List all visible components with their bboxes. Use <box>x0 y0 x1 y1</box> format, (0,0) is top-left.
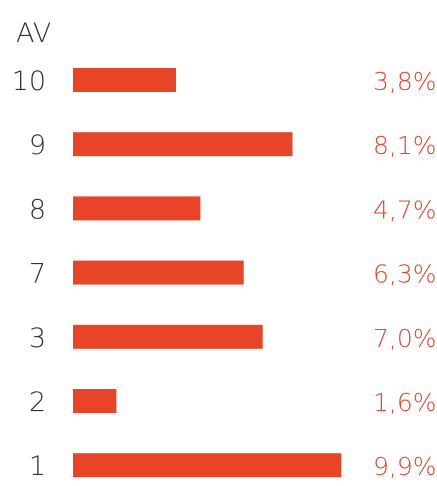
bar <box>73 324 263 349</box>
bar <box>73 68 176 92</box>
value-label: 7,0% <box>373 324 437 353</box>
category-label: 2 <box>29 387 46 418</box>
bar <box>73 453 342 478</box>
bar <box>73 132 293 157</box>
value-label: 4,7% <box>373 195 437 224</box>
bar <box>73 260 244 285</box>
bars-group: 10 3,8% 9 8,1% 8 4,7% 7 6,3% 3 7,0% 2 1,6% 1 9,9% <box>12 66 437 482</box>
category-label: 1 <box>29 451 46 482</box>
value-label: 6,3% <box>373 260 437 289</box>
value-label: 3,8% <box>373 67 437 96</box>
category-label: 3 <box>29 323 46 354</box>
value-label: 8,1% <box>373 131 437 160</box>
category-label: 9 <box>29 130 46 161</box>
category-label: 7 <box>29 259 46 290</box>
value-label: 1,6% <box>373 388 437 417</box>
value-label: 9,9% <box>373 452 437 481</box>
category-label: 8 <box>29 194 46 225</box>
category-label: 10 <box>12 66 46 97</box>
bar <box>73 196 201 221</box>
bar <box>73 389 117 413</box>
axis-title: AV <box>16 18 51 49</box>
